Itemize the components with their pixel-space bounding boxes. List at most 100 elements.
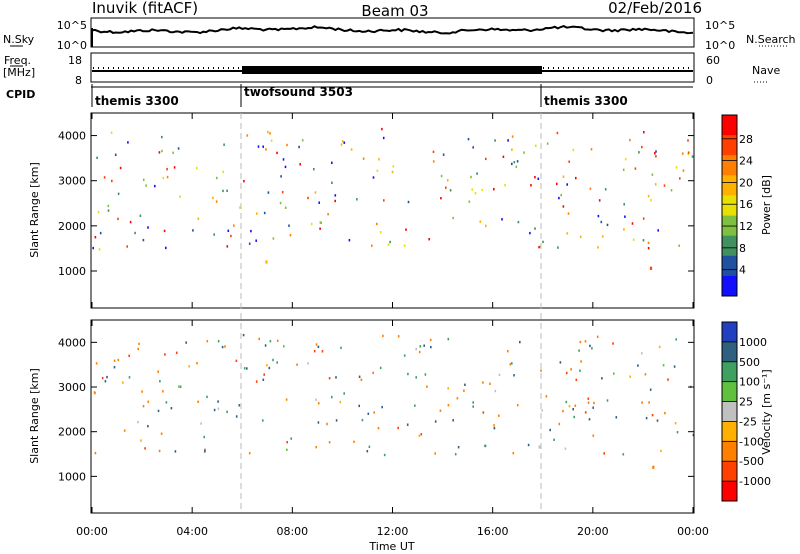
colorbar-swatch [722, 461, 737, 482]
data-cell [283, 345, 285, 348]
data-cell [331, 161, 333, 164]
data-cell [498, 373, 501, 376]
power-colorbar-label: Power [dB] [760, 175, 773, 235]
data-cell [679, 177, 681, 180]
data-cell [358, 375, 361, 378]
data-cell [440, 197, 442, 200]
freq-strip-frame [90, 52, 695, 83]
data-cell [598, 199, 601, 202]
colorbar-tick-label: 25 [739, 396, 753, 409]
data-cell [317, 402, 320, 405]
velocity-ylabel: Slant Range [km] [28, 368, 41, 464]
data-cell [537, 177, 540, 180]
nsky-label: N.Sky [3, 33, 35, 46]
colorbar-swatch [722, 135, 737, 156]
data-cell [405, 228, 407, 231]
data-cell [545, 395, 548, 398]
data-cell [147, 226, 149, 229]
ytick-label: 2000 [58, 426, 86, 439]
data-cell [589, 344, 591, 348]
ytick-label: 1000 [58, 265, 86, 278]
data-cell [343, 141, 346, 144]
data-cell [281, 191, 284, 194]
data-cell [534, 227, 536, 230]
data-cell [301, 139, 304, 142]
data-cell [558, 422, 561, 426]
data-cell [158, 151, 161, 154]
data-cell [341, 140, 344, 143]
data-cell [286, 441, 288, 444]
data-cell [637, 364, 639, 367]
data-cell [117, 358, 120, 362]
data-cell [196, 362, 198, 365]
colorbar-tick-label: 16 [739, 198, 753, 211]
nsearch-tick-bottom: 10^0 [705, 39, 735, 52]
data-cell [248, 452, 251, 455]
colorbar-tick-label: 28 [739, 133, 753, 146]
data-cell [558, 196, 560, 200]
colorbar-frame [721, 114, 738, 297]
data-cell [568, 405, 571, 408]
data-cell [660, 449, 662, 453]
data-cell [494, 139, 496, 142]
data-cell [334, 194, 337, 197]
data-cell [446, 179, 449, 182]
data-cell [356, 198, 358, 201]
data-cell [192, 229, 194, 232]
data-cell [334, 199, 336, 203]
data-cell [157, 409, 160, 413]
colorbar-tick-label: -25 [739, 415, 757, 428]
data-cell [452, 419, 454, 422]
data-cell [403, 354, 406, 357]
cpid-segment-3: themis 3300 [544, 94, 628, 108]
colorbar-tick-label: 12 [739, 220, 753, 233]
data-cell [317, 421, 320, 424]
data-cell [603, 452, 605, 455]
data-cell [593, 401, 595, 405]
data-cell [391, 170, 394, 174]
data-cell [128, 354, 130, 357]
data-cell [142, 238, 145, 242]
data-cell [222, 170, 224, 174]
data-cell [655, 155, 657, 158]
data-cell [562, 205, 565, 208]
data-cell [119, 166, 122, 170]
data-cell [382, 136, 385, 140]
data-cell [382, 334, 384, 338]
data-cell [484, 444, 487, 448]
freq-label: Freq. [4, 54, 31, 67]
data-cell [368, 445, 371, 448]
data-cell [170, 407, 173, 410]
data-cell [592, 434, 595, 437]
nsky-tick-top: 10^5 [57, 19, 87, 32]
data-cell [515, 165, 518, 168]
data-cell [663, 184, 666, 187]
data-cell [651, 173, 654, 176]
data-cell [263, 373, 265, 376]
data-cell [307, 196, 309, 200]
data-cell [667, 378, 669, 381]
data-cell [162, 390, 164, 393]
colorbar-swatch [722, 481, 737, 502]
data-cell [606, 223, 609, 227]
data-cell [104, 380, 107, 383]
data-cell [509, 363, 512, 366]
ytick-label: 2000 [58, 220, 86, 233]
colorbar-swatch [722, 421, 737, 442]
data-cell [268, 366, 271, 370]
data-cell [507, 350, 509, 353]
cpid-segment-1: themis 3300 [95, 94, 179, 108]
data-cell [529, 231, 531, 235]
data-cell [687, 139, 689, 142]
data-cell [434, 420, 437, 423]
data-cell [319, 227, 321, 230]
data-cell [651, 414, 654, 417]
data-cell [615, 416, 618, 419]
colorbar-swatch [722, 322, 737, 343]
nave-dense-block [242, 66, 542, 74]
data-cell [99, 231, 102, 235]
power-yaxis: 4000 3000 2000 1000 [58, 130, 694, 278]
colorbar-tick-label: -500 [739, 455, 764, 468]
data-cell [321, 350, 324, 353]
